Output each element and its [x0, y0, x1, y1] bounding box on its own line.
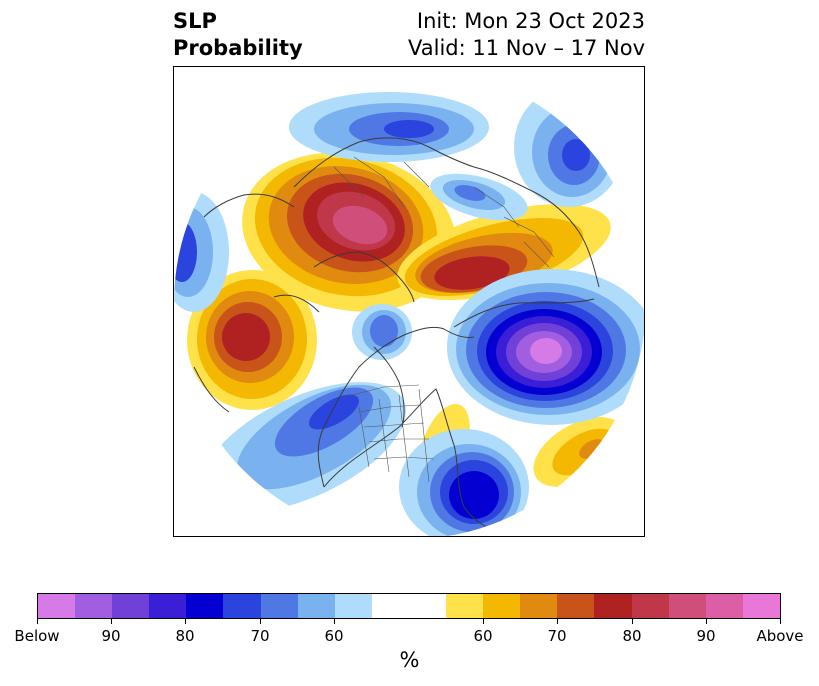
title-line-1: SLP: [173, 9, 217, 33]
colorbar-swatch: [594, 594, 632, 618]
anomaly-below-canada: [352, 304, 412, 360]
colorbar-swatch: [742, 594, 780, 618]
colorbar-tick: [111, 619, 112, 624]
country-borders: [333, 156, 555, 483]
anomaly-below-eastern-us: [399, 429, 529, 536]
colorbar-swatch: [483, 594, 521, 618]
colorbar-tick-label: 90: [101, 627, 121, 645]
colorbar-swatch: [223, 594, 261, 618]
colorbar-swatch: [705, 594, 743, 618]
probability-map: [174, 67, 644, 536]
colorbar-swatch: [334, 594, 372, 618]
forecast-dates: Init: Mon 23 Oct 2023 Valid: 11 Nov – 17…: [408, 8, 645, 62]
colorbar-tick-label: 80: [622, 627, 642, 645]
colorbar-tick: [557, 619, 558, 624]
chart-title: SLP Probability: [173, 8, 303, 62]
colorbar-swatch: [297, 594, 335, 618]
colorbar-tick-label: 90: [696, 627, 716, 645]
colorbar-tick: [185, 619, 186, 624]
colorbar-swatch: [75, 594, 113, 618]
colorbar-swatch: [631, 594, 669, 618]
colorbar-swatch: [446, 594, 484, 618]
colorbar-tick: [37, 619, 38, 624]
colorbar-tick-label: 70: [250, 627, 270, 645]
anomaly-below-east-siberia: [514, 87, 624, 207]
coastlines: [193, 137, 600, 536]
init-date-label: Init: Mon 23 Oct 2023: [416, 9, 645, 33]
colorbar-tick-label: Below: [14, 627, 60, 645]
anomaly-below-mediterranean: [289, 92, 489, 162]
colorbar-tick: [632, 619, 633, 624]
colorbar-swatch: [260, 594, 298, 618]
valid-date-label: Valid: 11 Nov – 17 Nov: [408, 36, 645, 60]
anomaly-above-north-pacific: [187, 270, 317, 410]
colorbar-tick: [483, 619, 484, 624]
colorbar-tick: [706, 619, 707, 624]
title-line-2: Probability: [173, 36, 303, 60]
colorbar-swatch: [520, 594, 558, 618]
colorbar-tick-label: 70: [547, 627, 567, 645]
colorbar-unit-label: %: [399, 648, 420, 672]
colorbar-tick: [334, 619, 335, 624]
colorbar-swatch: [112, 594, 150, 618]
anomaly-below-north-atlantic: [447, 269, 644, 425]
colorbar-tick: [260, 619, 261, 624]
colorbar-swatch: [408, 594, 447, 618]
map-panel: [173, 66, 645, 537]
colorbar-tick-label: 60: [473, 627, 493, 645]
colorbar-swatch: [557, 594, 595, 618]
colorbar: [37, 593, 781, 619]
colorbar-swatch: [371, 594, 409, 618]
colorbar-tick-label: 60: [324, 627, 344, 645]
colorbar-swatch: [149, 594, 187, 618]
colorbar-tick-label: Above: [756, 627, 804, 645]
colorbar-swatch: [186, 594, 224, 618]
anomaly-below-arctic: [430, 173, 528, 221]
colorbar-tick: [780, 619, 781, 624]
colorbar-swatch: [668, 594, 706, 618]
colorbar-swatch: [38, 594, 76, 618]
colorbar-tick-label: 80: [175, 627, 195, 645]
